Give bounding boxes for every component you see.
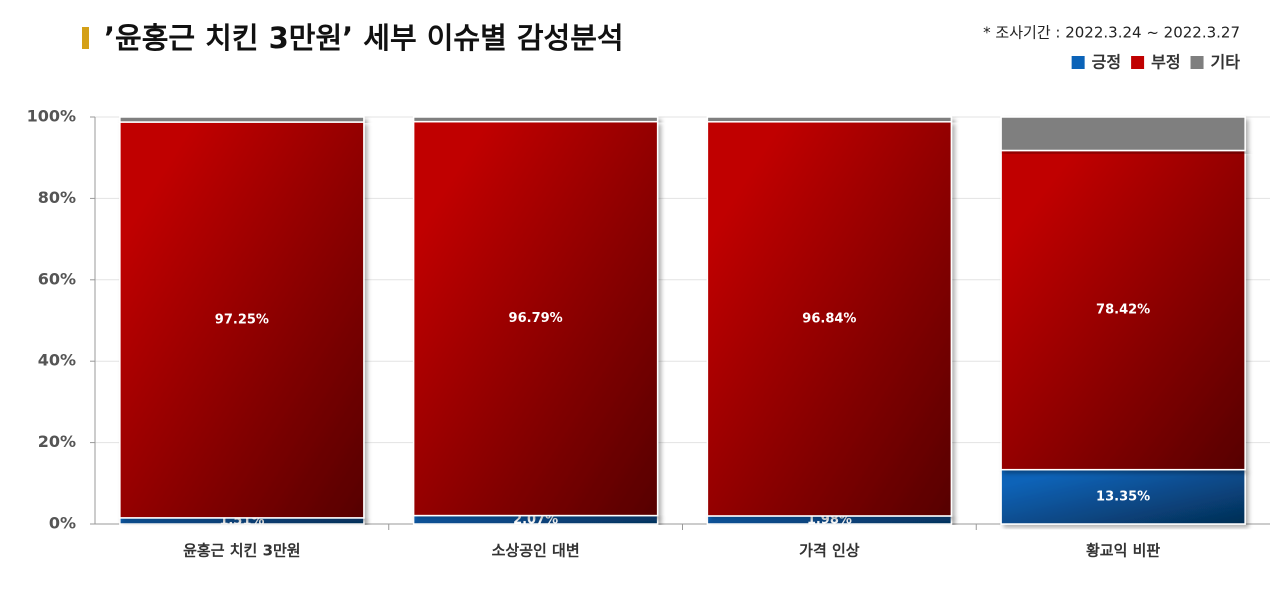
legend-swatch — [1190, 56, 1204, 69]
data-label: 96.84% — [802, 311, 856, 326]
x-tick-label: 윤홍근 치킨 3만원 — [183, 542, 300, 560]
bar-segment — [706, 116, 953, 123]
bar-segment — [119, 116, 365, 123]
data-label: 97.25% — [215, 312, 269, 327]
y-tick-label: 40% — [38, 351, 76, 370]
y-tick-label: 20% — [38, 432, 76, 451]
legend-label: 기타 — [1211, 53, 1241, 72]
legend-swatch — [1071, 56, 1085, 69]
title-marker — [82, 27, 89, 49]
data-label: 78.42% — [1096, 303, 1150, 318]
bar-segment — [1000, 116, 1246, 152]
bar-segment — [412, 116, 659, 123]
legend-label: 부정 — [1151, 53, 1180, 72]
bar-segment — [1000, 468, 1246, 525]
bar-segment — [412, 120, 659, 517]
legend-label: 긍정 — [1092, 53, 1121, 72]
bar-segment — [706, 121, 953, 517]
y-tick-label: 80% — [38, 188, 76, 207]
data-label: 96.79% — [509, 311, 563, 326]
x-tick-label: 황교익 비판 — [1086, 542, 1160, 560]
bar-segment — [119, 121, 365, 519]
chart-title: ’윤홍근 치킨 3만원’ 세부 이슈별 감성분석 — [104, 21, 624, 55]
subtitle: * 조사기간 : 2022.3.24 ~ 2022.3.27 — [983, 24, 1240, 42]
x-tick-label: 소상공인 대변 — [492, 542, 580, 560]
y-tick-label: 100% — [27, 107, 76, 126]
y-tick-label: 0% — [49, 514, 76, 533]
x-tick-label: 가격 인상 — [799, 542, 860, 560]
legend-swatch — [1131, 56, 1145, 69]
bar-segment — [1000, 149, 1246, 471]
data-label: 13.35% — [1096, 489, 1150, 504]
y-tick-label: 60% — [38, 269, 76, 288]
